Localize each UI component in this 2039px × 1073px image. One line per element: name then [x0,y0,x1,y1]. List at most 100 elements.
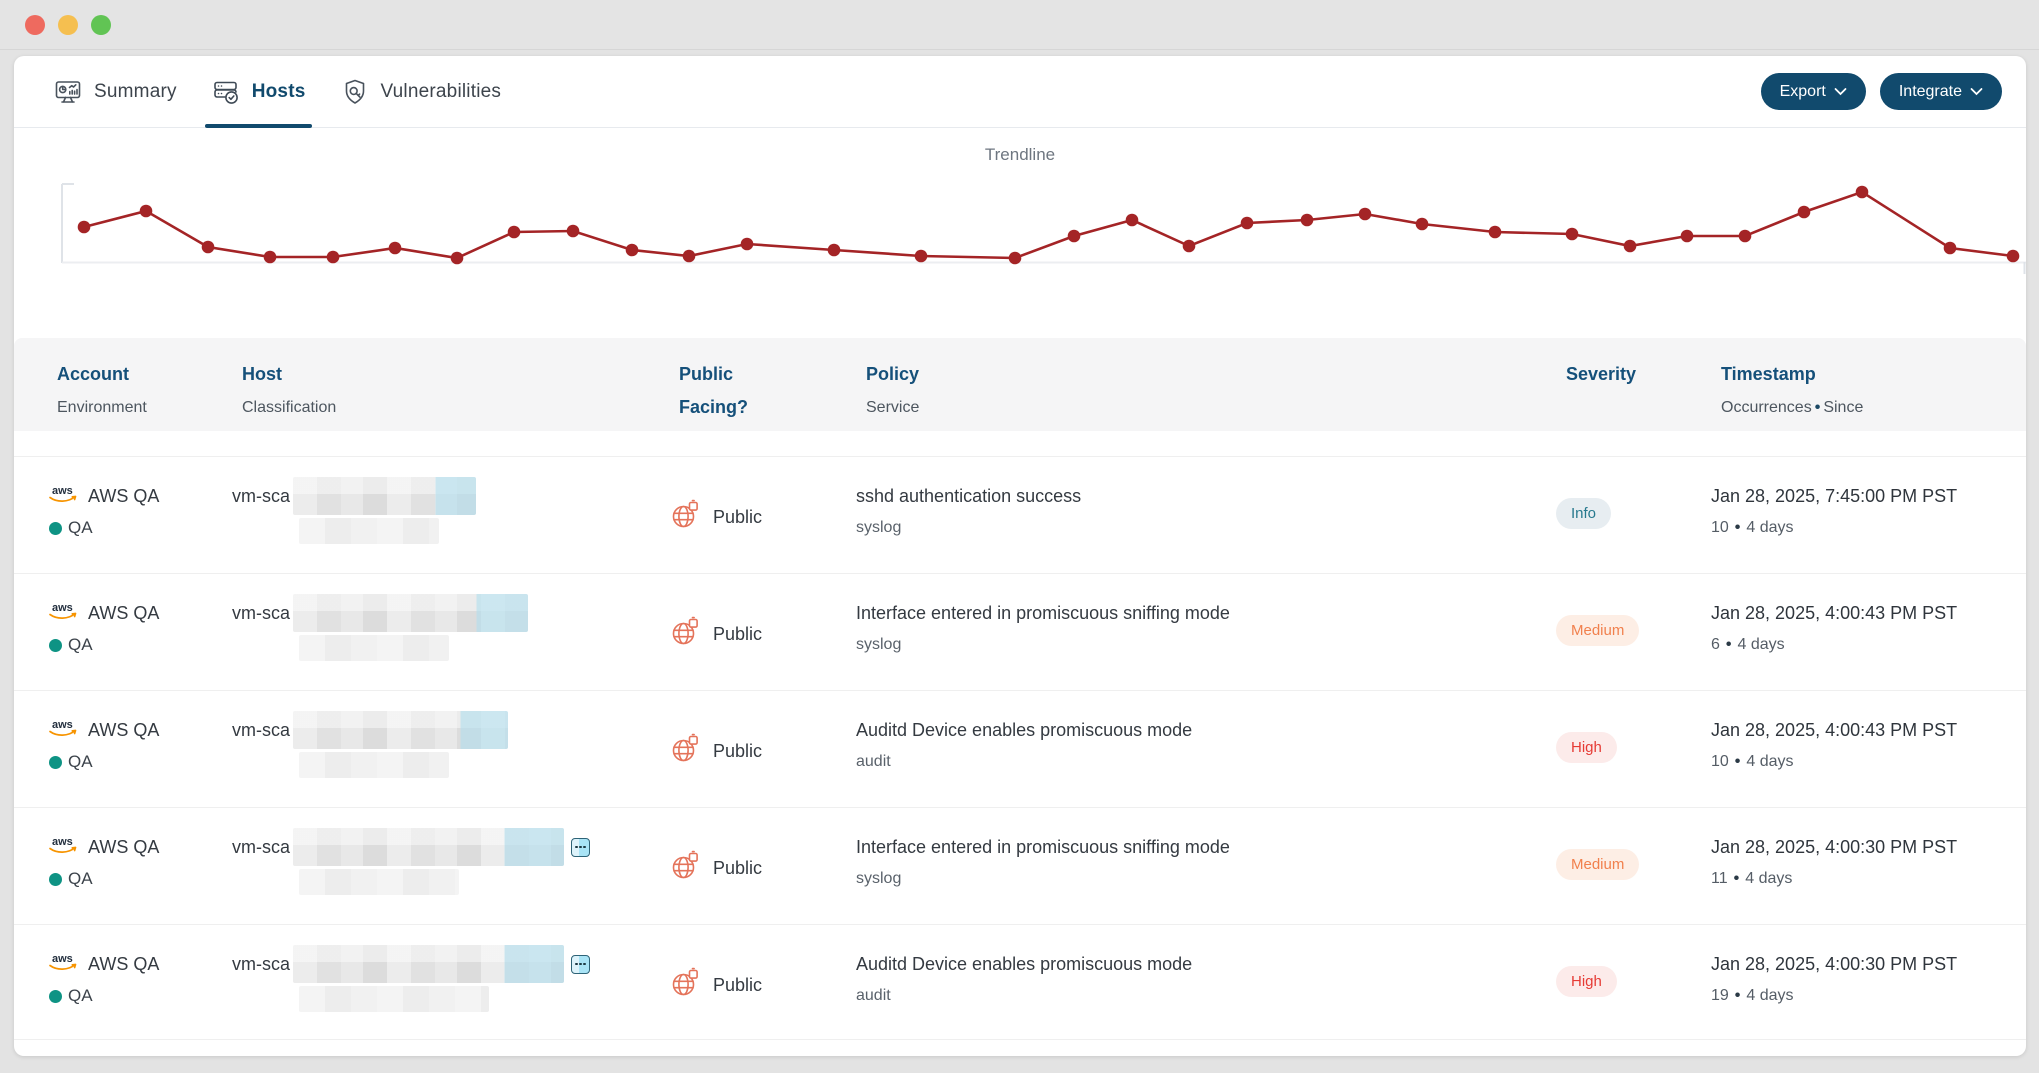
environment-name: QA [68,518,93,537]
zoom-window-button[interactable] [91,14,111,35]
timestamp-cell: Jan 28, 2025, 4:00:30 PM PST 11 • 4 days [1711,832,2006,924]
environment-status-dot [49,521,62,535]
timestamp-value: Jan 28, 2025, 4:00:43 PM PST [1711,719,1958,740]
trendline-point [326,250,340,264]
classification-redacted [299,635,449,661]
severity-cell: Info [1556,481,1711,573]
host-cell: vm-sca [232,828,669,924]
policy-cell: Interface entered in promiscuous sniffin… [856,832,1556,924]
tab-summary-label: Summary [94,80,177,102]
policy-cell: Auditd Device enables promiscuous mode a… [856,715,1556,807]
trendline-point [827,243,841,257]
host-cell: vm-sca [232,711,669,807]
tab-bar: Summary Hosts [14,56,2026,128]
column-header-timestamp: Timestamp Occurrences • Since [1721,364,1864,416]
trendline-point [1623,239,1637,253]
trendline-point [1415,217,1429,231]
trendline-point [1182,239,1196,253]
tab-hosts[interactable]: Hosts [204,56,312,128]
svg-text:aws: aws [52,485,73,497]
environment-name: QA [68,869,93,888]
column-header-policy: Policy Service [866,364,920,416]
account-cell: aws AWS QA QA [47,715,232,807]
service-name: syslog [856,519,902,536]
timestamp-cell: Jan 28, 2025, 4:00:43 PM PST 6 • 4 days [1711,598,2006,690]
tab-vulnerabilities[interactable]: Vulnerabilities [334,56,508,127]
environment-name: QA [68,752,93,771]
tab-summary[interactable]: Summary [47,56,183,127]
table-row[interactable]: aws AWS QA QA vm-sca [14,924,2026,1040]
public-facing-cell: Public [669,949,856,1039]
vulnerabilities-shield-icon [340,77,370,107]
occurrences-since: 19 • 4 days [1711,981,2006,1011]
integrate-button[interactable]: Integrate [1879,73,2002,110]
window-controls [25,14,111,35]
column-header-host: Host Classification [242,364,337,416]
public-globe-icon [669,615,702,653]
trendline-point [263,250,277,264]
occurrences-since: 6 • 4 days [1711,630,2006,660]
trendline-point [1738,229,1752,243]
tab-hosts-label: Hosts [251,80,306,102]
public-facing-label: Public [713,740,763,761]
table-body: aws AWS QA QA vm-sca [14,456,2026,1040]
trendline-point [740,237,754,251]
minimize-window-button[interactable] [58,14,78,35]
trendline-point [1797,205,1811,219]
host-redacted [293,945,564,983]
aws-logo-icon: aws [47,483,79,510]
environment-status-dot [49,755,62,769]
host-name-prefix: vm-sca [232,485,290,506]
host-menu-chip[interactable] [571,837,590,857]
column-header-severity: Severity [1566,364,1637,384]
trendline-svg [61,183,2026,274]
classification-redacted [299,518,439,544]
trendline-point [1067,229,1081,243]
occurrences-count: 19 [1711,987,1729,1004]
bullet-separator: • [1734,519,1741,536]
account-name: AWS QA [88,719,160,740]
occurrences-count: 10 [1711,519,1729,536]
chevron-down-icon [1834,87,1847,96]
environment-status-dot [49,638,62,652]
column-header-public-facing: Public Facing? [679,364,749,417]
since-value: 4 days [1746,753,1794,770]
since-value: 4 days [1737,636,1785,653]
service-name: syslog [856,870,902,887]
bullet-separator: • [1734,753,1741,770]
policy-cell: Interface entered in promiscuous sniffin… [856,598,1556,690]
svg-text:aws: aws [52,719,73,731]
svg-text:aws: aws [52,836,73,848]
severity-badge: Medium [1556,615,1640,646]
occurrences-since: 10 • 4 days [1711,747,2006,777]
severity-badge: High [1556,966,1617,997]
public-facing-label: Public [713,974,763,995]
policy-cell: Auditd Device enables promiscuous mode a… [856,949,1556,1039]
occurrences-since: 10 • 4 days [1711,513,2006,543]
tab-vulnerabilities-label: Vulnerabilities [380,80,502,102]
aws-logo-icon: aws [47,600,79,627]
table-row[interactable]: aws AWS QA QA vm-sca [14,573,2026,690]
service-name: audit [856,987,891,1004]
public-globe-icon [669,849,702,887]
trendline-point [682,249,696,263]
timestamp-value: Jan 28, 2025, 4:00:30 PM PST [1711,953,1958,974]
host-menu-chip[interactable] [571,954,590,974]
environment-name: QA [68,635,93,654]
table-row[interactable]: aws AWS QA QA vm-sca [14,456,2026,573]
timestamp-value: Jan 28, 2025, 7:45:00 PM PST [1711,485,1958,506]
timestamp-value: Jan 28, 2025, 4:00:43 PM PST [1711,602,1958,623]
close-window-button[interactable] [25,14,45,35]
trendline-point [566,224,580,238]
trendline-point [2006,249,2020,263]
severity-badge: Medium [1556,849,1640,880]
export-button[interactable]: Export [1760,73,1866,110]
classification-redacted [299,986,489,1012]
public-facing-cell: Public [669,481,856,573]
table-row[interactable]: aws AWS QA QA vm-sca [14,690,2026,807]
trendline-point [1565,227,1579,241]
table-row[interactable]: aws AWS QA QA vm-sca [14,807,2026,924]
bullet-separator: • [1733,870,1740,887]
trendline-point [1855,185,1869,199]
severity-cell: High [1556,715,1711,807]
